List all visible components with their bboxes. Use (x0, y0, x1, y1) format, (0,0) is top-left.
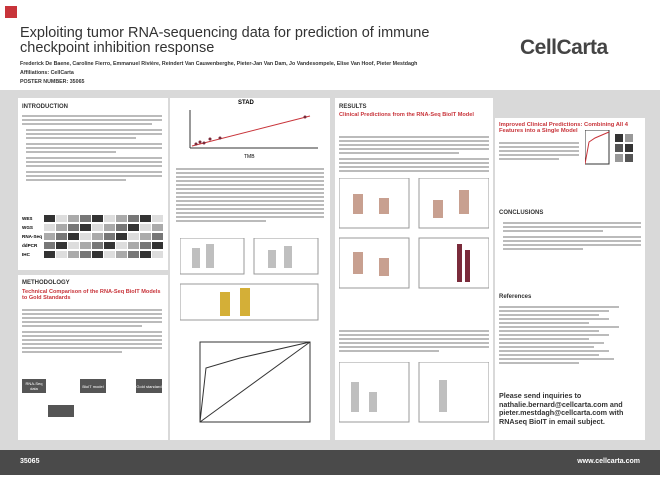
assay-label: WES (22, 216, 33, 221)
heatmap-cell (104, 242, 115, 249)
introduction-panel: INTRODUCTION WES WGS RNA-Seq ddPCR IHC (18, 98, 168, 270)
heatmap-cell (140, 215, 151, 222)
heatmap-cell (104, 215, 115, 222)
assay-label: WGS (22, 225, 33, 230)
heatmap-cell (128, 224, 139, 231)
x-label: TMB (244, 154, 255, 160)
figure-title: STAD (238, 100, 254, 106)
title: Exploiting tumor RNA-sequencing data for… (20, 25, 430, 56)
heatmap-cell (104, 251, 115, 258)
heatmap-cell (56, 233, 67, 240)
heatmap-cell (152, 233, 163, 240)
figure-panel: STAD TMB (170, 98, 330, 440)
section-title: CONCLUSIONS (499, 210, 544, 216)
heatmap-cell (104, 224, 115, 231)
section-title: Improved Clinical Predictions: Combining… (499, 122, 628, 134)
affiliations: Affiliations: CellCarta (20, 70, 74, 76)
section-subtitle: Technical Comparison of the RNA-Seq BioI… (22, 289, 161, 301)
results-graphics (339, 178, 489, 289)
methodology-panel: METHODOLOGY Technical Comparison of the … (18, 275, 168, 440)
heatmap-cell (92, 242, 103, 249)
heatmap-cell (116, 251, 127, 258)
heatmap-cell (92, 215, 103, 222)
heatmap-cell (140, 233, 151, 240)
heatmap-cell (92, 251, 103, 258)
heatmap-cell (44, 233, 55, 240)
scatter-plot (189, 110, 318, 149)
section-title: RESULTS (339, 104, 367, 110)
section-title: METHODOLOGY (22, 280, 70, 286)
assay-row: RNA-Seq (22, 232, 164, 241)
heatmap-cell (80, 224, 91, 231)
flow-box: Gold standard (136, 379, 162, 393)
heatmap-cell (68, 242, 79, 249)
heatmap-cell (56, 224, 67, 231)
assay-row: WGS (22, 223, 164, 232)
flow-box: BioIT model (80, 379, 106, 393)
logo: CellCarta (520, 36, 608, 59)
heatmap-cell (104, 233, 115, 240)
heatmap-cell (128, 215, 139, 222)
heatmap-cell (92, 233, 103, 240)
heatmap-cell (44, 215, 55, 222)
heatmap-cell (152, 251, 163, 258)
poster-number: POSTER NUMBER: 35065 (20, 79, 85, 85)
assay-row: WES (22, 214, 164, 223)
heatmap-cell (140, 251, 151, 258)
footer: 35065 www.cellcarta.com (0, 450, 660, 475)
heatmap-cell (80, 251, 91, 258)
heatmap-cell (116, 233, 127, 240)
results-panel: RESULTS Clinical Predictions from the RN… (335, 98, 493, 440)
heatmap-cell (80, 233, 91, 240)
heatmap-cell (116, 224, 127, 231)
heatmap-cell (128, 233, 139, 240)
assay-heatmap: WES WGS RNA-Seq ddPCR IHC (22, 214, 164, 259)
heatmap-cell (152, 224, 163, 231)
heatmap-cell (68, 224, 79, 231)
assay-label: ddPCR (22, 243, 38, 248)
heatmap-cell (68, 215, 79, 222)
heatmap-cell (128, 251, 139, 258)
heatmap-cell (152, 215, 163, 222)
assay-row: IHC (22, 250, 164, 259)
roc-figure (585, 130, 633, 165)
heatmap-cell (116, 215, 127, 222)
footer-url: www.cellcarta.com (577, 458, 640, 465)
section-subtitle: Clinical Predictions from the RNA-Seq Bi… (339, 112, 474, 118)
heatmap-cell (80, 215, 91, 222)
figure-graphics (180, 238, 319, 423)
heatmap-cell (44, 224, 55, 231)
section-title: INTRODUCTION (22, 104, 68, 110)
heatmap-cell (128, 242, 139, 249)
heatmap-cell (68, 233, 79, 240)
flow-box: RNA-Seq data (22, 379, 46, 393)
heatmap-cell (44, 251, 55, 258)
authors: Frederick De Baene, Caroline Fierro, Emm… (20, 61, 418, 67)
heatmap-cell (92, 224, 103, 231)
heatmap-cell (56, 242, 67, 249)
heatmap-cell (152, 242, 163, 249)
corner-mark (5, 6, 17, 18)
header (0, 0, 660, 90)
assay-label: RNA-Seq (22, 234, 42, 239)
heatmap-cell (68, 251, 79, 258)
heatmap-cell (140, 242, 151, 249)
heatmap-cell (140, 224, 151, 231)
assay-row: ddPCR (22, 241, 164, 250)
right-panel: Improved Clinical Predictions: Combining… (495, 118, 645, 440)
heatmap-cell (56, 215, 67, 222)
assay-label: IHC (22, 252, 30, 257)
contact: Please send inquiries to nathalie.bernar… (499, 391, 624, 426)
results-graphics-2 (339, 362, 489, 423)
heatmap-cell (116, 242, 127, 249)
heatmap-cell (44, 242, 55, 249)
heatmap-cell (56, 251, 67, 258)
heatmap-cell (80, 242, 91, 249)
section-title: References (499, 294, 532, 300)
flow-box (48, 405, 74, 417)
footer-number: 35065 (20, 458, 40, 465)
